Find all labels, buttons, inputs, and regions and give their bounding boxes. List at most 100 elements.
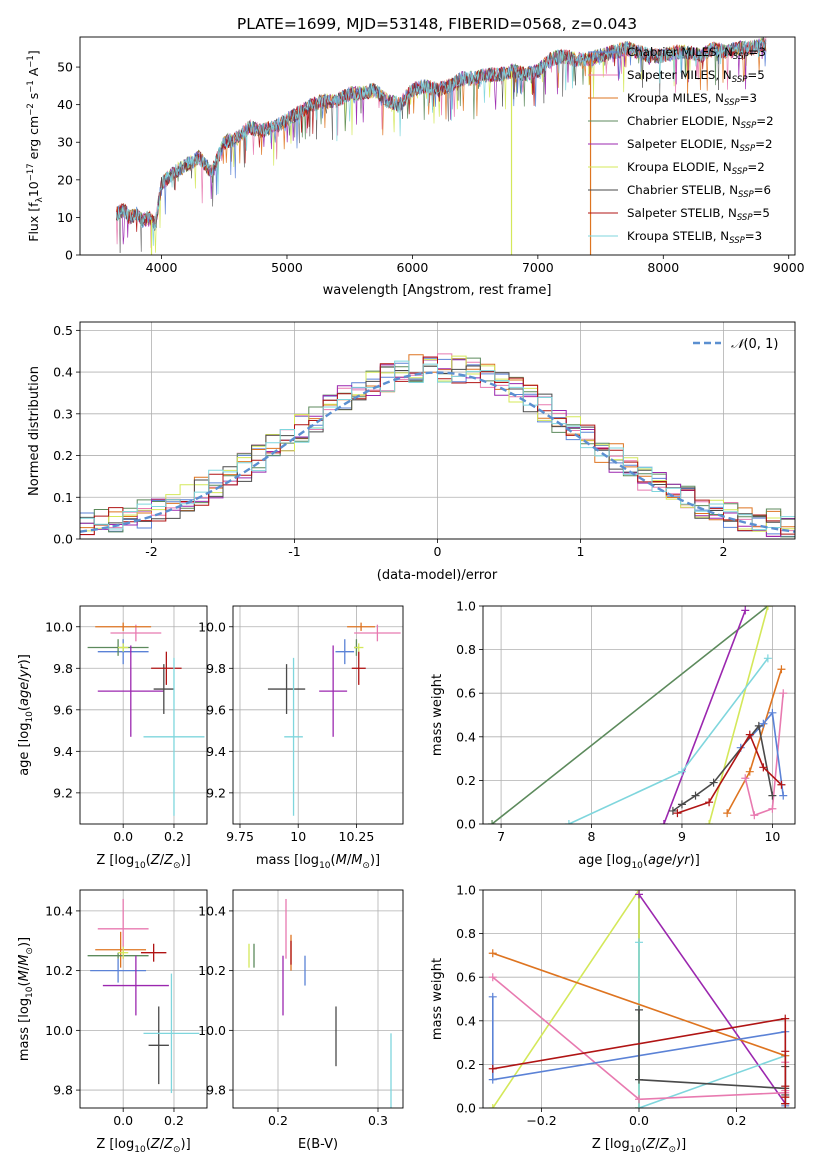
mass_vs_age-frame xyxy=(232,605,404,825)
residuals-ytick-label: 0.5 xyxy=(53,323,73,338)
spectrum-ytick-label: 50 xyxy=(57,60,73,75)
spectrum-lines xyxy=(116,37,767,255)
mass_vs_age-ytick-label: 9.4 xyxy=(206,744,226,759)
age_vs_weight-marker-chabrier_stelib xyxy=(691,791,700,800)
age_vs_weight-marker-salpeter_miles xyxy=(779,689,788,698)
spectrum-xtick-label: 8000 xyxy=(647,260,679,275)
mass_vs_age-ytick-label: 9.6 xyxy=(206,702,226,717)
spectrum-ytick-label: 30 xyxy=(57,135,73,150)
z_vs_weight-marker-kroupa_miles xyxy=(488,949,497,958)
legend-label-kroupa_stelib: Kroupa STELIB, NSSP=3 xyxy=(627,229,762,246)
age_vs_weight-marker-chabrier_stelib xyxy=(668,806,677,815)
ebv_vs_mass-ytick-label: 9.8 xyxy=(206,1083,226,1098)
mass_vs_age-panel: 9.75 10 10.25 9.2 9.4 9.6 9.8 10.0 mass [log10(M… xyxy=(198,605,404,871)
mass_vs_age-ytick-label: 9.2 xyxy=(206,785,226,800)
age_vs_weight-marker-salpeter_stelib xyxy=(777,780,786,789)
legend-normal-label: 𝒩(0, 1) xyxy=(731,337,778,352)
spectrum-xtick-label: 4000 xyxy=(146,260,178,275)
spectrum-series-kroupa_miles xyxy=(116,38,767,227)
age_vs_weight-ytick-label: 0.2 xyxy=(456,773,476,788)
z_vs_weight-marker-chabrier_miles xyxy=(488,1075,497,1084)
age_vs_weight-ytick-label: 0.4 xyxy=(456,729,476,744)
ebv_vs_mass-xlabel: E(B-V) xyxy=(298,1137,338,1152)
z_vs_weight-ytick-label: 0.8 xyxy=(456,926,476,941)
spectrum-ytick-label: 20 xyxy=(57,172,73,187)
age_vs_weight-marker-salpeter_miles xyxy=(768,804,777,813)
age_vs_weight-marker-chabrier_stelib xyxy=(677,800,686,809)
age_vs_weight-marker-kroupa_stelib xyxy=(763,654,772,663)
z_vs_weight-xtick-label: 0.0 xyxy=(629,1113,649,1128)
residuals-xlabel: (data-model)/error xyxy=(377,568,498,583)
age_vs_weight-series-kroupa_elodie xyxy=(708,606,769,824)
z_vs_age-xlabel: Z [log10(Z/Z⊙)] xyxy=(96,853,190,871)
spectrum-frame xyxy=(79,36,796,256)
z_vs_weight-marker-kroupa_stelib xyxy=(635,938,643,947)
spectrum-ylabel: Flux [fλ10−17 erg cm−2 s−1 A−1] xyxy=(26,50,45,241)
age_vs_weight-marker-salpeter_stelib xyxy=(759,763,768,772)
residuals-ytick-label: 0.1 xyxy=(53,490,73,505)
mass_vs_age-xtick-label: 10.25 xyxy=(339,829,375,844)
age_vs_weight-marker-kroupa_elodie xyxy=(705,820,714,824)
age_vs_weight-marker-chabrier_stelib xyxy=(768,791,777,800)
ebv_vs_mass-ytick-label: 10.4 xyxy=(198,903,226,918)
age_vs_weight-xtick-label: 7 xyxy=(497,829,505,844)
z_vs_mass-ytick-label: 9.8 xyxy=(53,1083,73,1098)
z_vs_mass-xtick-label: 0.2 xyxy=(164,1113,184,1128)
z_vs_weight-marker-chabrier_miles xyxy=(488,992,497,1001)
spectrum-title: PLATE=1699, MJD=53148, FIBERID=0568, z=0… xyxy=(237,15,637,33)
age_vs_weight-series-salpeter_elodie xyxy=(663,610,747,824)
legend-label-salpeter_miles: Salpeter MILES, NSSP=5 xyxy=(627,68,765,85)
spectrum-ytick-label: 40 xyxy=(57,97,73,112)
z_vs_age-ytick-label: 10.0 xyxy=(45,619,73,634)
z_vs_age-xtick-label: 0.2 xyxy=(164,829,184,844)
residuals-xtick-label: 1 xyxy=(577,544,585,559)
legend-label-chabrier_stelib: Chabrier STELIB, NSSP=6 xyxy=(627,183,771,200)
residuals-ytick-label: 0.2 xyxy=(53,448,73,463)
ebv_vs_mass-xtick-label: 0.3 xyxy=(368,1113,388,1128)
z_vs_weight-marker-salpeter_stelib xyxy=(781,1099,790,1108)
z_vs_mass-ytick-label: 10.2 xyxy=(45,963,73,978)
age_vs_weight-ytick-label: 0.8 xyxy=(456,642,476,657)
ebv_vs_mass-panel: 0.2 0.3 9.8 10.0 10.2 10.4 E(B-V) xyxy=(198,889,404,1152)
z_vs_age-ytick-label: 9.2 xyxy=(53,785,73,800)
z_vs_weight-marker-salpeter_stelib xyxy=(781,1014,790,1023)
age_vs_weight-marker-salpeter_miles xyxy=(750,811,759,820)
mass_vs_age-xtick-label: 10 xyxy=(290,829,306,844)
z_vs_mass-ytick-label: 10.4 xyxy=(45,903,73,918)
z_vs_mass-panel: 0.0 0.2 9.8 10.0 10.2 10.4 Z [log10(Z/Z⊙)] mass… xyxy=(17,889,208,1155)
age_vs_weight-marker-kroupa_stelib xyxy=(564,820,573,824)
z_vs_mass-frame xyxy=(79,889,208,1109)
z_vs_weight-ytick-label: 0.2 xyxy=(456,1057,476,1072)
z_vs_weight-frame xyxy=(482,889,796,1109)
age_vs_weight-marker-kroupa_miles xyxy=(745,767,754,776)
z_vs_weight-marker-kroupa_stelib xyxy=(635,1104,643,1108)
z_vs_age-ylabel: age [log10(age/yr)] xyxy=(17,654,35,776)
z_vs_weight-marker-salpeter_stelib xyxy=(781,1082,790,1091)
spectrum-xtick-label: 6000 xyxy=(397,260,429,275)
z_vs_mass-xtick-label: 0.0 xyxy=(113,1113,133,1128)
ebv_vs_mass-ytick-label: 10.0 xyxy=(198,1023,226,1038)
residuals-xtick-label: 0 xyxy=(434,544,442,559)
age_vs_weight-marker-salpeter_stelib xyxy=(745,730,754,739)
age_vs_weight-marker-salpeter_stelib xyxy=(673,809,682,818)
ebv_vs_mass-ytick-label: 10.2 xyxy=(198,963,226,978)
spectrum-series-kroupa_stelib xyxy=(116,38,767,246)
z_vs_weight-xtick-label: 0.2 xyxy=(727,1113,747,1128)
age_vs_weight-series-chabrier_stelib xyxy=(672,724,774,812)
z_vs_weight-series-salpeter_elodie xyxy=(638,893,786,1105)
spectrum-ytick-label: 10 xyxy=(57,210,73,225)
residuals-ytick-label: 0.3 xyxy=(53,406,73,421)
residuals-ytick-label: 0.0 xyxy=(53,532,73,547)
spectrum-xtick-label: 5000 xyxy=(271,260,303,275)
z_vs_weight-series-chabrier_stelib xyxy=(638,1009,787,1104)
z_vs_weight-marker-salpeter_miles xyxy=(488,973,497,982)
residuals-xtick-label: -1 xyxy=(288,544,300,559)
residual-lines xyxy=(80,353,795,538)
z_vs_weight-marker-salpeter_elodie xyxy=(635,890,643,899)
spectrum-series-chabrier_elodie xyxy=(116,37,767,229)
age_vs_weight-marker-chabrier_stelib xyxy=(754,721,763,730)
spectrum-xtick-label: 9000 xyxy=(773,260,805,275)
age_vs_weight-marker-salpeter_stelib xyxy=(705,798,714,807)
z_vs_age-frame xyxy=(79,605,208,825)
